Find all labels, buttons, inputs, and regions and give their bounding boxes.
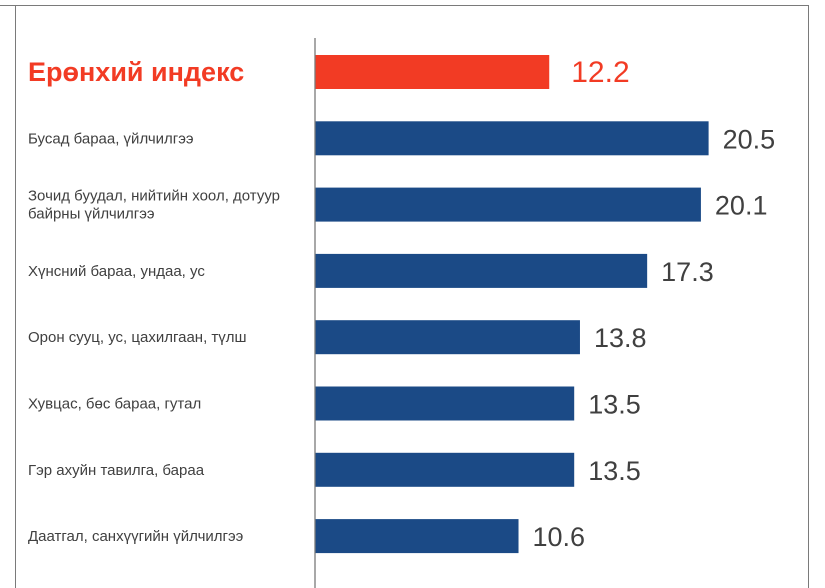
category-label: Зочид буудал, нийтийн хоол, дотуур байрны… — [28, 188, 280, 223]
bar — [315, 320, 580, 355]
frame-right-border — [808, 5, 809, 588]
bar — [315, 187, 701, 222]
value-labels-group: 12.2 20.5 20.1 17.3 13.8 13.5 13.5 10.6 — [533, 56, 776, 552]
value-label: 10.6 — [533, 522, 586, 552]
frame-top-border — [0, 5, 808, 6]
value-label: 20.5 — [723, 124, 776, 154]
value-label: 13.8 — [594, 323, 647, 353]
value-label-highlight: 12.2 — [571, 56, 629, 89]
category-label: Хүнсний бараа, ундаа, ус — [28, 263, 205, 280]
value-label: 13.5 — [588, 456, 641, 486]
bar — [315, 253, 648, 288]
category-label: Хувцас, бөс бараа, гутал — [28, 396, 201, 413]
category-label: Бусад бараа, үйлчилгээ — [28, 130, 194, 147]
category-label: Даатгал, санхүүгийн үйлчилгээ — [28, 528, 244, 545]
value-label: 17.3 — [661, 257, 714, 287]
bar-highlight — [315, 55, 550, 89]
value-label: 13.5 — [588, 390, 641, 420]
category-label: Орон сууц, ус, цахилгаан, түлш — [28, 329, 247, 346]
bar — [315, 121, 709, 156]
value-label: 20.1 — [715, 191, 768, 221]
category-labels-group: Ерөнхий индекс Бусад бараа, үйлчилгээ Зочи… — [28, 57, 280, 545]
frame-left-border — [15, 5, 16, 588]
bars-group — [315, 55, 709, 554]
category-label-highlight: Ерөнхий индекс — [28, 57, 244, 87]
bar — [315, 519, 519, 554]
bar — [315, 452, 575, 487]
category-label: Гэр ахуйн тавилга, бараа — [28, 462, 205, 479]
bar — [315, 386, 575, 421]
